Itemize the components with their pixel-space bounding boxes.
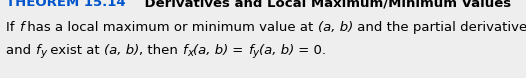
Text: f: f bbox=[248, 44, 252, 57]
Text: and: and bbox=[6, 44, 35, 57]
Text: has a local maximum or minimum value at: has a local maximum or minimum value at bbox=[23, 21, 318, 34]
Text: If: If bbox=[6, 21, 19, 34]
Text: x: x bbox=[187, 49, 193, 58]
Text: f: f bbox=[183, 44, 187, 57]
Text: , then: , then bbox=[139, 44, 183, 57]
Text: f: f bbox=[35, 44, 40, 57]
Text: =: = bbox=[228, 44, 248, 57]
Text: f: f bbox=[19, 21, 23, 34]
Text: (a, b): (a, b) bbox=[259, 44, 294, 57]
Text: (a, b): (a, b) bbox=[318, 21, 353, 34]
Text: THEOREM 15.14: THEOREM 15.14 bbox=[6, 0, 126, 9]
Text: exist at: exist at bbox=[46, 44, 104, 57]
Text: y: y bbox=[40, 49, 46, 58]
Text: (a, b): (a, b) bbox=[104, 44, 139, 57]
Text: = 0.: = 0. bbox=[294, 44, 326, 57]
Text: and the partial derivatives: and the partial derivatives bbox=[353, 21, 526, 34]
Text: Derivatives and Local Maximum/Minimum Values: Derivatives and Local Maximum/Minimum Va… bbox=[126, 0, 511, 9]
Text: y: y bbox=[252, 49, 259, 58]
Text: (a, b): (a, b) bbox=[193, 44, 228, 57]
